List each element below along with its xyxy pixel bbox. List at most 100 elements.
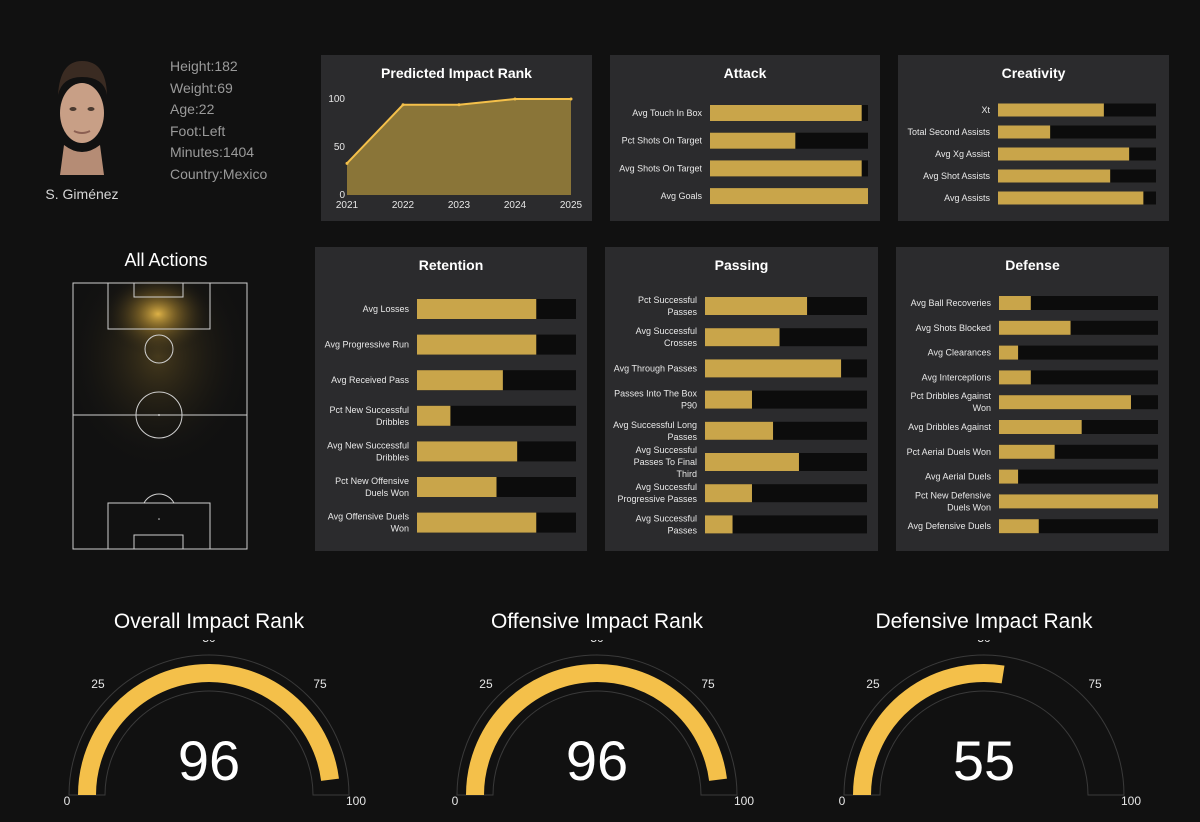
player-stats: Height:182 Weight:69 Age:22 Foot:Left Mi… [170,56,310,185]
offensive-gauge-title: Offensive Impact Rank [490,610,704,633]
overall-gauge-value: 96 [178,729,240,792]
defense-label-4: Pct Dribbles Against Won [910,391,991,413]
defense-bar-4 [999,395,1131,410]
retention-label-4: Avg New Successful Dribbles [327,440,409,462]
passing-title: Passing [714,257,769,273]
defense-title: Defense [1005,257,1060,273]
offensive-gauge-tick-0: 0 [452,794,459,808]
passing-track-7 [705,515,867,534]
retention-label-2: Avg Received Pass [331,375,409,385]
center-spot [158,414,160,416]
overall-gauge-tick-100: 100 [346,794,366,808]
bottom-goal-box [133,534,184,550]
defense-bar-0 [999,296,1031,310]
impact-chart-title: Predicted Impact Rank [381,65,532,81]
attack-label-1: Pct Shots On Target [622,136,703,146]
defense-label-0: Avg Ball Recoveries [911,298,992,308]
defense-label-3: Avg Interceptions [922,372,992,382]
defensive-gauge-value: 55 [953,729,1015,792]
passing-label-7: Avg Successful Passes [636,513,698,535]
passing-label-4: Avg Successful Long Passes [613,420,697,442]
retention-label-6: Avg Offensive Duels Won [328,512,410,534]
passing-bar-1 [705,328,780,347]
passing-bar-5 [705,453,799,471]
impact-chart-panel: Predicted Impact Rank 2021 2022 2023 2024 20… [321,55,592,221]
passing-label-5: Avg Successful Passes To Final Third [634,445,697,479]
stat-minutes: Minutes:1404 [170,144,255,160]
defense-bar-1 [999,320,1071,335]
retention-label-0: Avg Losses [363,304,410,314]
impact-area-fill [347,99,571,195]
creativity-panel: Creativity Xt Total Second Assists Avg Xg … [898,55,1169,221]
defense-track-2 [999,345,1158,360]
overall-gauge-tick-0: 0 [64,794,71,808]
overall-gauge: 0 25 50 75 100 96 [64,640,367,808]
retention-bar-6 [417,512,537,533]
defense-label-5: Avg Dribbles Against [908,422,991,432]
passing-label-1: Avg Successful Crosses [636,326,698,348]
heat-zone-hotspot [103,281,213,356]
offensive-gauge-tick-25: 25 [479,677,493,691]
defense-bar-5 [999,420,1082,434]
passing-label-2: Avg Through Passes [614,363,698,373]
creativity-label-3: Avg Shot Assists [923,171,990,181]
creativity-label-1: Total Second Assists [907,127,990,137]
retention-label-1: Avg Progressive Run [325,340,409,350]
player-photo [44,55,120,175]
defense-bar-8 [999,494,1158,509]
impact-x-tick-2021: 2021 [336,200,359,211]
impact-y-tick-0: 0 [339,190,345,201]
top-penalty-arc [144,334,174,364]
offensive-gauge-tick-75: 75 [701,677,715,691]
passing-bar-7 [705,515,733,534]
defense-label-1: Avg Shots Blocked [916,323,991,333]
passing-label-3: Passes Into The Box P90 [614,389,697,411]
impact-y-tick-50: 50 [334,142,346,153]
retention-bar-1 [417,334,537,355]
retention-bar-chart: Avg Losses Avg Progressive Run Avg Receive… [325,299,576,534]
passing-bar-4 [705,421,774,440]
overall-gauge-tick-50: 50 [202,640,216,645]
attack-bar-0 [710,105,862,121]
retention-bar-0 [417,299,537,319]
defensive-gauge: 0 25 50 75 100 55 [839,640,1142,808]
overall-gauge-outline [68,654,350,796]
stat-age: Age:22 [170,101,215,117]
overall-gauge-value-arc [78,664,339,796]
creativity-label-0: Xt [981,105,990,115]
offensive-gauge-outline [456,654,738,796]
defense-bar-chart: Avg Ball Recoveries Avg Shots Blocked Avg … [907,296,1158,534]
retention-label-3: Pct New Successful Dribbles [329,405,409,427]
impact-y-tick-100: 100 [328,94,345,105]
defense-track-0 [999,296,1158,310]
defense-label-2: Avg Clearances [928,348,992,358]
defense-bar-2 [999,345,1019,360]
creativity-bar-0 [998,103,1104,117]
defense-track-3 [999,370,1158,385]
defense-track-7 [999,469,1158,484]
overall-gauge-tick-75: 75 [313,677,327,691]
passing-bar-chart: Pct Successful Passes Avg Successful Crosse… [613,295,867,535]
stat-weight: Weight:69 [170,79,233,96]
stat-height: Height:182 [170,58,238,74]
defensive-gauge-tick-100: 100 [1121,794,1141,808]
defensive-gauge-tick-50: 50 [977,640,991,645]
impact-area-chart: 2021 2022 2023 2024 2025 0 50 100 [328,94,582,211]
retention-bar-3 [417,405,451,426]
impact-point-2025 [569,97,573,101]
defensive-gauge-value-arc [853,664,1005,796]
center-circle [135,391,183,439]
pitch-heatmap [70,281,250,551]
offensive-gauge-tick-50: 50 [590,640,604,645]
retention-label-5: Pct New Offensive Duels Won [335,476,409,498]
defensive-gauge-title: Defensive Impact Rank [875,610,1093,633]
defensive-gauge-outline [843,654,1125,796]
defense-panel: Defense Avg Ball Recoveries Avg Shots Blo… [896,247,1169,551]
defense-label-7: Avg Aerial Duels [925,472,991,482]
impact-point-2021 [345,161,349,165]
retention-bar-5 [417,477,497,497]
overall-gauge-tick-25: 25 [91,677,105,691]
offensive-gauge-tick-100: 100 [734,794,754,808]
retention-track-3 [417,405,576,426]
defense-label-6: Pct Aerial Duels Won [907,447,991,457]
